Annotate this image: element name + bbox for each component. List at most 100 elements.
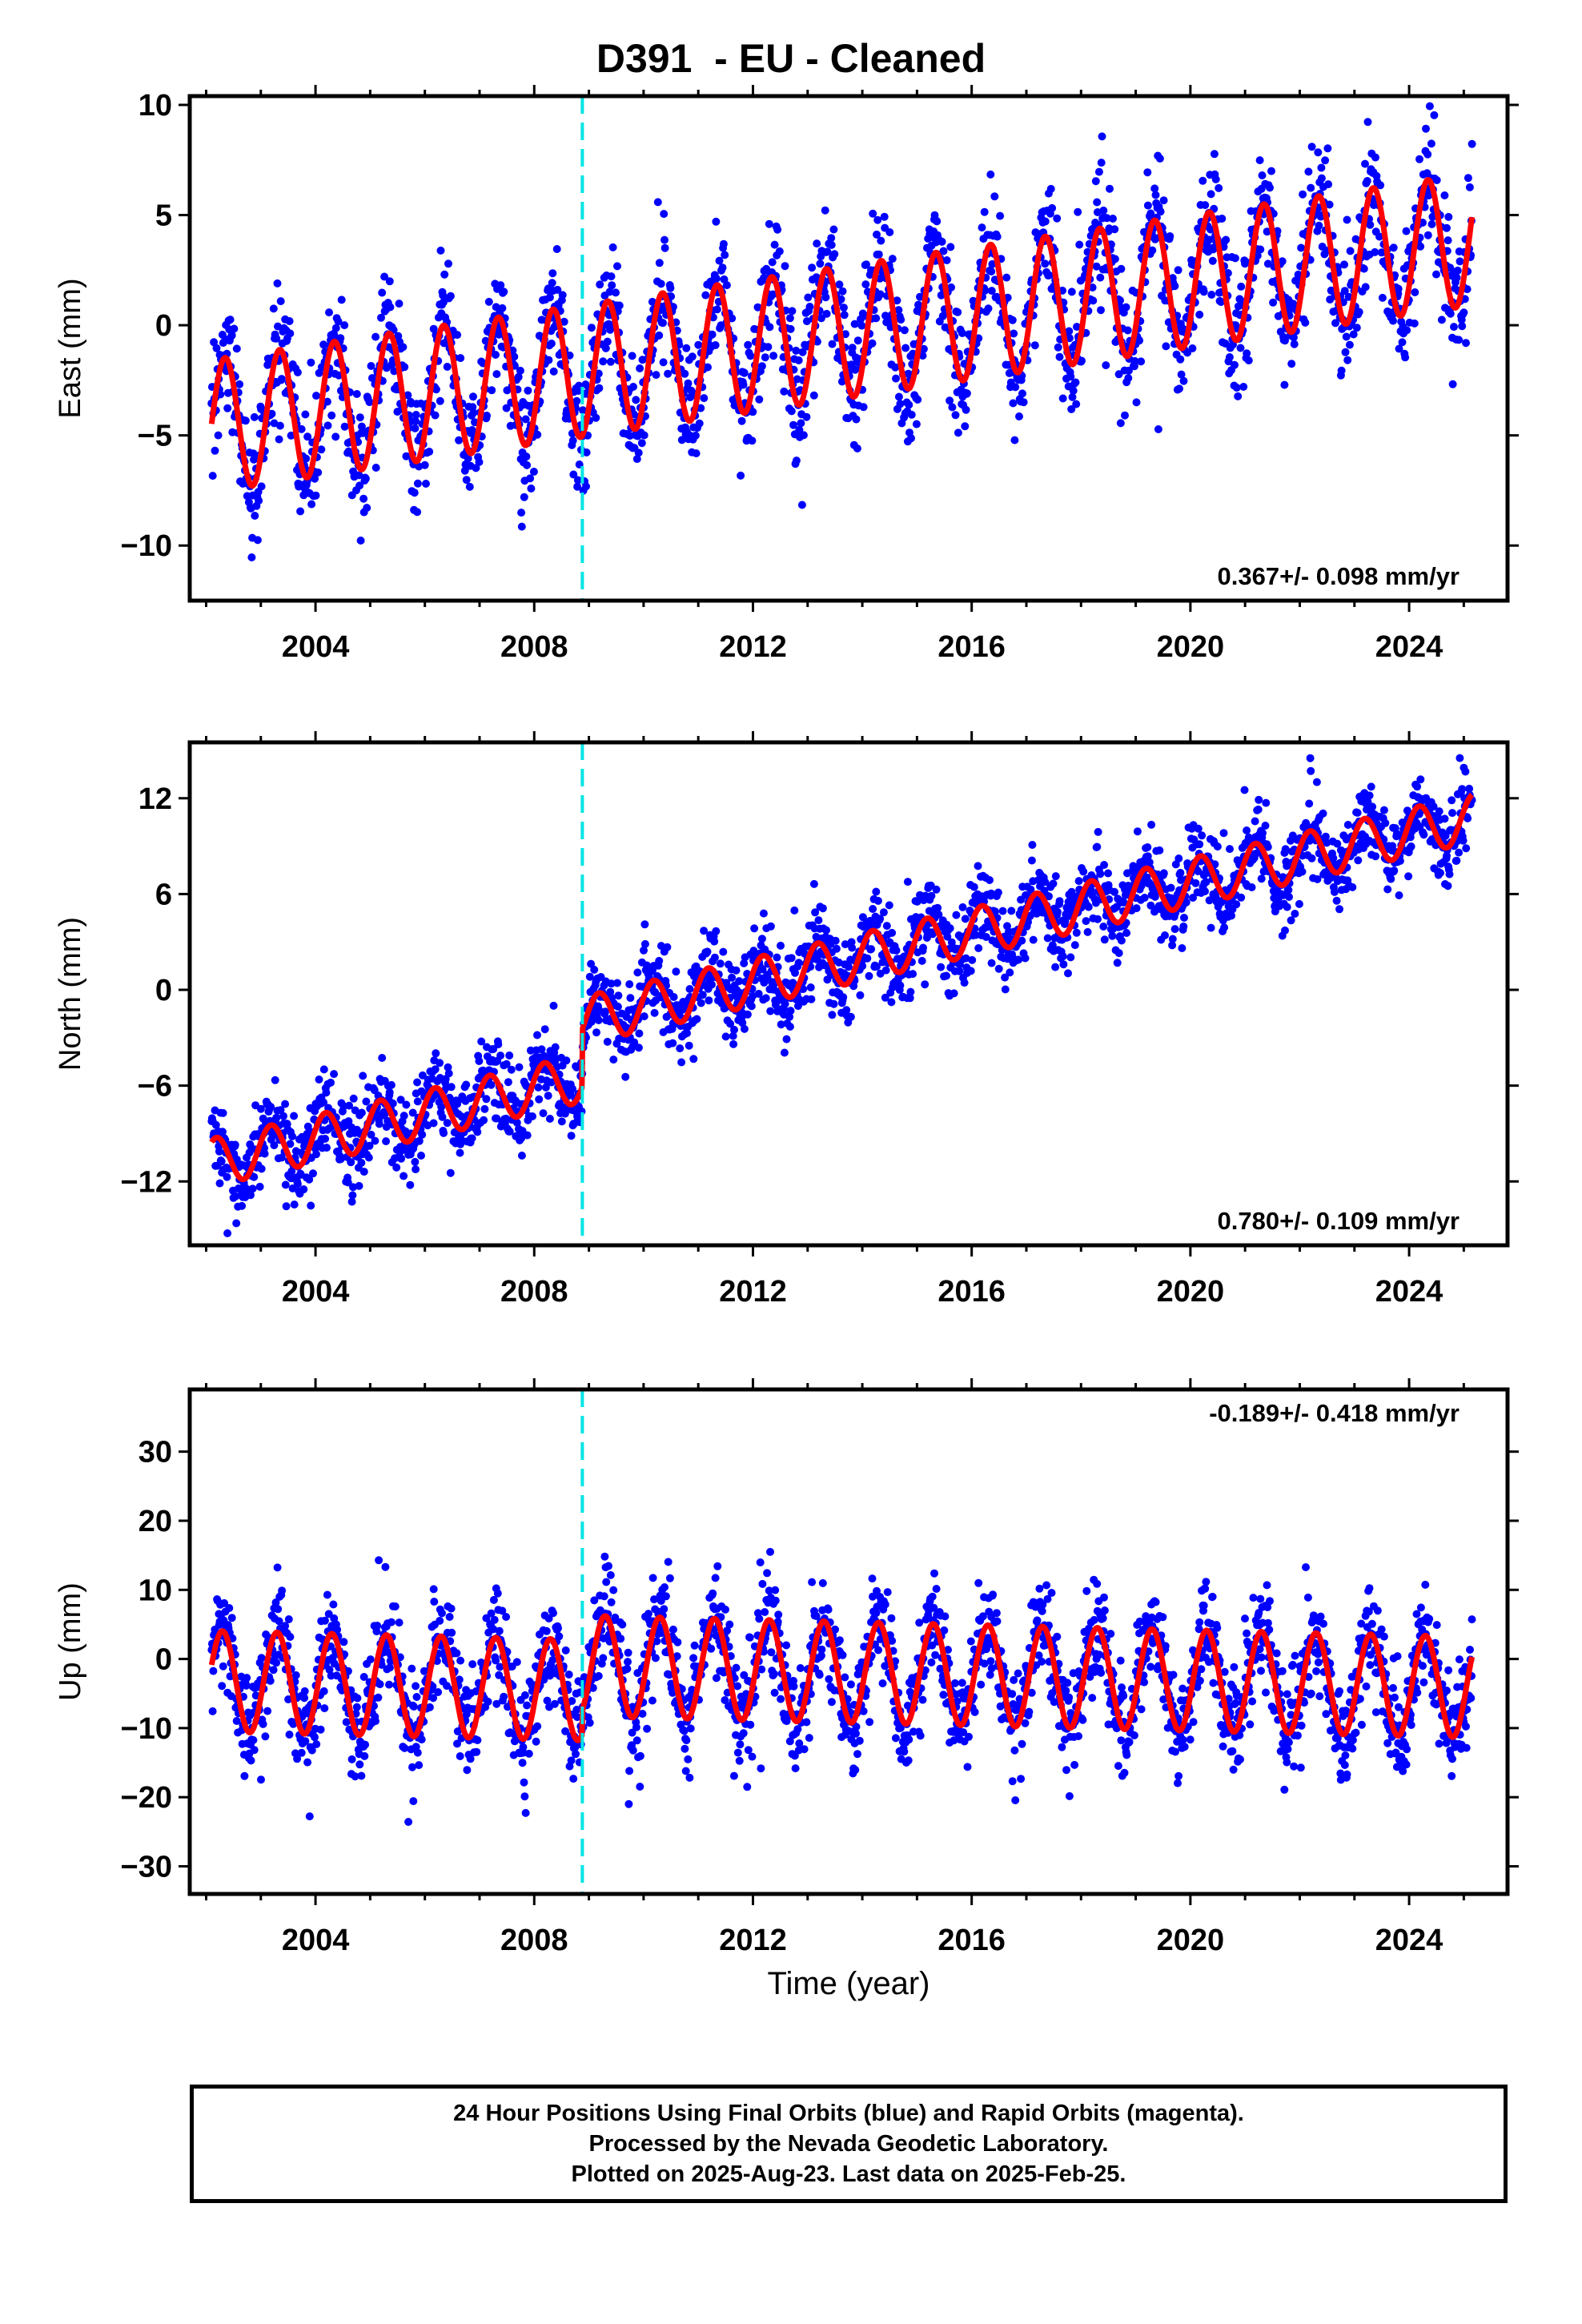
data-point [505, 1127, 514, 1136]
data-point [477, 1037, 486, 1046]
data-point [909, 970, 917, 979]
data-point [708, 980, 716, 989]
data-point [1024, 918, 1032, 927]
data-point [837, 377, 846, 386]
data-point [545, 1115, 554, 1123]
data-point [1006, 968, 1014, 977]
data-point [1231, 360, 1239, 369]
data-point [848, 344, 857, 352]
data-point [388, 1099, 397, 1108]
data-point [1458, 785, 1467, 794]
data-point [579, 406, 587, 415]
data-point [684, 379, 693, 388]
data-point [703, 947, 712, 956]
data-point [1237, 282, 1246, 291]
data-point [1223, 269, 1232, 277]
data-point [568, 436, 577, 445]
data-point [775, 247, 784, 255]
data-point [371, 464, 380, 472]
data-point [1019, 398, 1028, 407]
data-point [901, 344, 910, 352]
data-point [523, 460, 532, 469]
data-point [1154, 425, 1162, 433]
data-point [659, 319, 667, 328]
y-tick-label: 0 [155, 309, 172, 343]
data-point [1447, 796, 1456, 805]
data-point [685, 985, 694, 993]
data-point [257, 482, 266, 491]
data-point [711, 341, 720, 349]
data-point [1367, 782, 1375, 791]
data-point [656, 942, 665, 951]
data-point [569, 470, 578, 479]
data-point [840, 311, 849, 320]
data-point [1376, 181, 1385, 190]
data-point [582, 482, 590, 491]
data-point [327, 411, 336, 420]
data-point [1343, 356, 1352, 364]
data-point [932, 885, 941, 894]
data-point [655, 259, 664, 267]
data-point [713, 305, 721, 314]
data-point [1468, 139, 1476, 148]
data-point [790, 906, 799, 915]
data-point [729, 1031, 737, 1040]
data-point [444, 259, 452, 268]
data-point [958, 329, 966, 337]
data-point [1051, 963, 1060, 971]
data-point [603, 1037, 612, 1046]
data-point [1323, 144, 1332, 153]
data-point [821, 206, 829, 215]
data-point [340, 422, 349, 431]
data-point [1009, 399, 1018, 408]
data-point [1028, 841, 1037, 849]
data-point [226, 316, 235, 324]
data-point [1291, 910, 1299, 918]
data-point [231, 1192, 240, 1200]
data-point [1371, 852, 1380, 861]
data-point [1307, 766, 1315, 775]
data-point [1340, 260, 1348, 269]
data-point [1444, 212, 1453, 221]
data-point [615, 301, 624, 310]
data-point [319, 340, 328, 349]
data-point [1349, 330, 1358, 339]
data-point [798, 348, 807, 356]
data-point [507, 1065, 516, 1074]
data-point [535, 1095, 544, 1104]
data-point [1419, 830, 1428, 839]
data-point [317, 445, 326, 454]
data-point [1116, 296, 1124, 305]
data-point [747, 1002, 756, 1011]
data-point [516, 366, 524, 375]
data-point [954, 308, 962, 316]
data-point [247, 553, 256, 561]
data-point [1306, 754, 1315, 762]
data-point [1168, 941, 1177, 950]
data-point [640, 1012, 648, 1021]
data-point [415, 462, 424, 471]
data-point [592, 413, 600, 422]
data-point [1243, 826, 1251, 834]
data-point [1343, 215, 1351, 224]
data-point [355, 413, 364, 422]
data-point [697, 999, 705, 1007]
data-point [344, 1117, 353, 1126]
data-point [385, 277, 394, 286]
data-point [440, 1128, 448, 1137]
data-point [249, 1735, 258, 1744]
data-point [541, 1083, 550, 1092]
data-point [327, 1671, 335, 1680]
data-point [273, 279, 282, 287]
data-point [1071, 378, 1080, 387]
data-point [272, 1113, 281, 1122]
data-point [1344, 292, 1353, 301]
data-point [498, 304, 507, 312]
data-point [694, 340, 703, 349]
data-point [677, 436, 686, 444]
data-point [1258, 171, 1267, 179]
data-point [558, 291, 567, 300]
data-point [893, 296, 901, 305]
